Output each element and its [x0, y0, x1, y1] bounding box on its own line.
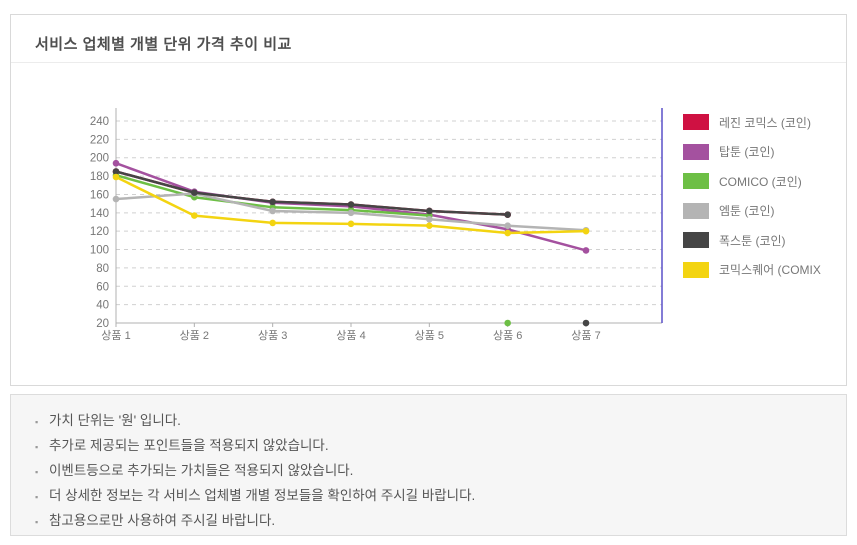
legend: 레진 코믹스 (코인) 탑툰 (코인) COMICO (코인) 엠툰 (코인) 폭스툰 …	[683, 114, 821, 292]
note-item: ▪ 더 상세한 정보는 각 서비스 업체별 개별 정보들을 확인하여 주시길 바랍…	[35, 484, 846, 509]
y-axis-label: 120	[90, 226, 109, 238]
legend-label: 탑툰 (코인)	[719, 145, 775, 160]
data-point	[582, 247, 590, 254]
legend-item[interactable]: 레진 코믹스 (코인)	[683, 114, 821, 130]
data-point	[347, 201, 355, 208]
data-point	[112, 173, 120, 181]
note-item: ▪ 가치 단위는 '원' 입니다.	[35, 409, 846, 434]
bullet-icon: ▪	[35, 492, 39, 502]
x-axis-label: 상품 4	[336, 329, 365, 342]
data-point	[347, 220, 355, 228]
legend-swatch	[683, 114, 709, 130]
data-point	[426, 207, 433, 215]
y-axis-label: 140	[90, 208, 109, 220]
legend-label: 폭스툰 (코인)	[719, 233, 786, 248]
legend-item[interactable]: 코믹스퀘어 (COMIX	[683, 261, 821, 278]
series-line	[114, 170, 509, 216]
x-axis-label: 상품 7	[571, 329, 600, 342]
baseline-data-point	[504, 319, 511, 327]
note-item: ▪ 이벤트등으로 추가되는 가치들은 적용되지 않았습니다.	[35, 459, 846, 484]
data-point	[504, 222, 511, 229]
legend-label: 코믹스퀘어 (COMIX	[719, 263, 821, 278]
legend-label: 레진 코믹스 (코인)	[719, 115, 811, 130]
data-point	[426, 222, 433, 229]
y-axis-label: 20	[96, 318, 109, 330]
data-point	[269, 198, 276, 206]
legend-swatch	[683, 261, 709, 278]
bullet-icon: ▪	[35, 417, 39, 427]
x-axis-label: 상품 3	[258, 329, 287, 342]
y-axis-label: 180	[90, 171, 109, 183]
note-text: 참고용으로만 사용하여 주시길 바랍니다.	[49, 513, 276, 528]
bullet-icon: ▪	[35, 442, 39, 452]
note-text: 이벤트등으로 추가되는 가치들은 적용되지 않았습니다.	[49, 463, 354, 478]
data-point	[347, 209, 355, 217]
data-point	[504, 211, 511, 218]
data-point	[112, 195, 120, 203]
data-point	[112, 168, 120, 175]
y-axis-label: 40	[96, 300, 109, 312]
note-text: 가치 단위는 '원' 입니다.	[49, 413, 181, 428]
legend-swatch	[683, 232, 709, 249]
y-axis-label: 60	[96, 281, 109, 293]
y-axis-label: 160	[90, 189, 109, 201]
note-text: 추가로 제공되는 포인트들을 적용되지 않았습니다.	[49, 438, 329, 453]
baseline-data-point	[582, 319, 590, 327]
legend-item[interactable]: 폭스툰 (코인)	[683, 232, 821, 249]
legend-item[interactable]: 엠툰 (코인)	[683, 202, 821, 219]
x-axis-label: 상품 6	[493, 329, 522, 342]
bullet-icon: ▪	[35, 467, 39, 477]
bullet-icon: ▪	[35, 517, 39, 527]
x-axis-label: 상품 1	[101, 329, 130, 342]
data-point	[191, 212, 198, 219]
data-point	[504, 229, 511, 237]
legend-label: 엠툰 (코인)	[719, 204, 775, 219]
data-point	[582, 227, 590, 235]
chart-card: 서비스 업체별 개별 단위 가격 추이 비교 240 220 200 180 160 14…	[10, 14, 847, 386]
data-point	[112, 159, 120, 167]
legend-item[interactable]: COMICO (코인)	[683, 173, 821, 190]
x-axis-label: 상품 2	[180, 329, 209, 342]
y-axis-label: 200	[90, 153, 109, 165]
y-axis-label: 220	[90, 134, 109, 146]
page-title: 서비스 업체별 개별 단위 가격 추이 비교	[35, 36, 292, 53]
data-point	[426, 215, 433, 223]
notes-panel: ▪ 가치 단위는 '원' 입니다. ▪ 추가로 제공되는 포인트들을 적용되지 않았습…	[10, 394, 847, 536]
note-text: 더 상세한 정보는 각 서비스 업체별 개별 정보들을 확인하여 주시길 바랍니…	[49, 488, 476, 503]
title-divider	[11, 62, 846, 63]
y-axis-label: 100	[90, 245, 109, 257]
legend-item[interactable]: 탑툰 (코인)	[683, 143, 821, 160]
data-point	[269, 219, 276, 227]
x-axis-label: 상품 5	[415, 329, 444, 342]
legend-label: COMICO (코인)	[719, 174, 802, 189]
data-point	[269, 207, 276, 215]
note-item: ▪ 추가로 제공되는 포인트들을 적용되지 않았습니다.	[35, 434, 846, 459]
y-axis-label: 240	[90, 116, 109, 128]
legend-swatch	[683, 202, 709, 219]
legend-swatch	[683, 173, 709, 190]
y-axis-label: 80	[96, 263, 109, 275]
note-item: ▪ 참고용으로만 사용하여 주시길 바랍니다.	[35, 509, 846, 534]
legend-swatch	[683, 143, 709, 160]
data-point	[191, 189, 198, 196]
